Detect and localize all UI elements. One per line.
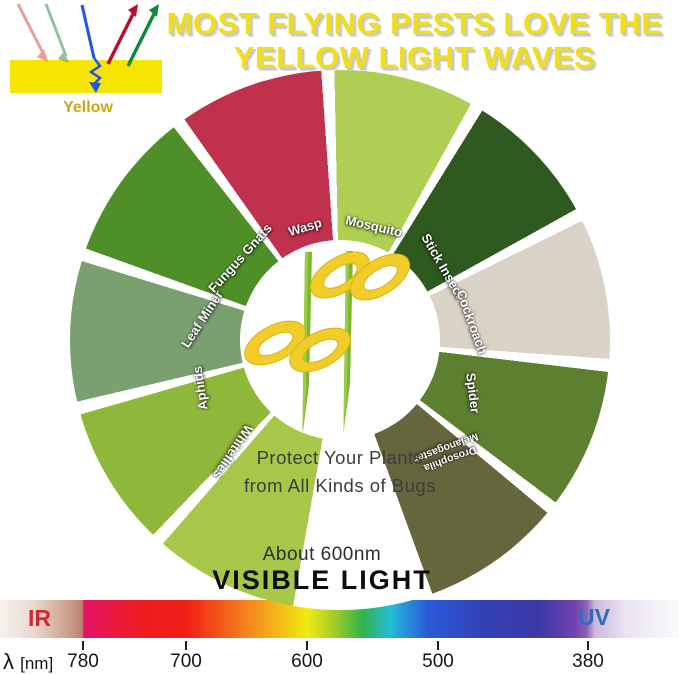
wavelength-tick-label-700: 700 [170, 651, 202, 672]
incoming-red-ray-icon [16, 3, 48, 62]
reflected-green-ray-icon [126, 4, 159, 67]
headline-line2: YELLOW LIGHT WAVES [233, 40, 596, 75]
wavelength-tick-label-780: 780 [67, 651, 99, 672]
headline: MOST FLYING PESTS LOVE THE YELLOW LIGHT … [150, 7, 679, 75]
uv-label: UV [578, 604, 610, 630]
yellow-light-reflection-diagram: Yellow [10, 3, 162, 116]
wavelength-tick-500 [437, 641, 439, 650]
yellow-surface-label: Yellow [63, 99, 113, 116]
ir-label: IR [28, 605, 51, 631]
wavelength-tick-700 [185, 641, 187, 650]
trap-loops [244, 251, 410, 373]
slogan-line2: from All Kinds of Bugs [244, 475, 436, 496]
wavelength-tick-label-600: 600 [291, 651, 323, 672]
center-slogan: Protect Your Plants from All Kinds of Bu… [170, 444, 510, 500]
yellow-sticky-traps-illustration [244, 251, 410, 435]
absorbed-blue-ray-icon [80, 4, 102, 93]
slogan-line1: Protect Your Plants [256, 447, 424, 468]
wavelength-tick-380 [587, 641, 589, 650]
reflected-red-ray-icon [106, 4, 138, 65]
nm-unit: [nm] [20, 654, 54, 673]
wavelength-tick-label-500: 500 [422, 651, 454, 672]
visible-light-label: VISIBLE LIGHT [212, 565, 432, 595]
wavelength-tick-780 [82, 641, 84, 650]
incoming-green-ray-icon [44, 3, 69, 63]
wavelength-note: About 600nm [262, 544, 382, 565]
lambda-symbol: λ [3, 649, 14, 674]
wavelength-tick-label-380: 380 [572, 651, 604, 672]
wavelength-axis-unit: λ [nm] [3, 649, 53, 674]
wavelength-tick-600 [306, 641, 308, 650]
yellow-surface [10, 60, 162, 93]
headline-line1: MOST FLYING PESTS LOVE THE [166, 6, 663, 41]
